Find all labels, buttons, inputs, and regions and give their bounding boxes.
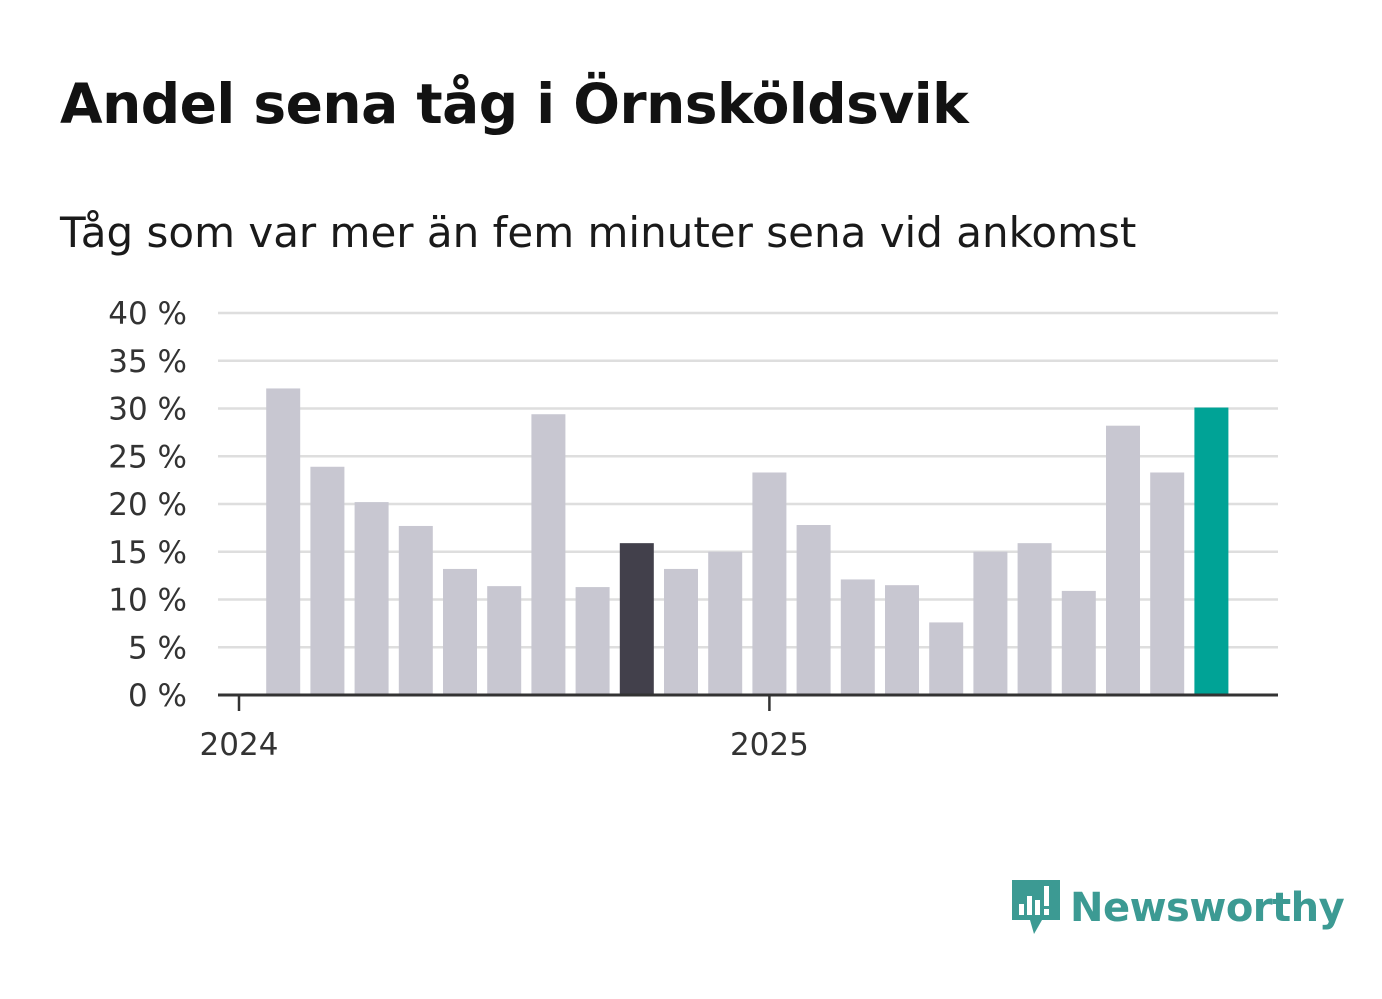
- bar-2024-07: [487, 586, 522, 695]
- y-tick-label: 20 %: [108, 487, 187, 523]
- bar-2024-02: [266, 388, 301, 695]
- bar-2025-02: [796, 525, 831, 695]
- bar-2024-05: [398, 525, 433, 695]
- gridlines: [218, 311, 1278, 649]
- bar-2024-10: [619, 543, 654, 695]
- x-tick-label: 2024: [200, 727, 279, 763]
- bar-2025-04: [885, 585, 919, 695]
- y-tick-label: 35 %: [108, 344, 187, 380]
- y-tick-label: 30 %: [108, 392, 187, 428]
- bar-2025-06: [973, 551, 1008, 695]
- bar-2024-09: [575, 587, 610, 695]
- brand-logo: Newsworthy: [1010, 878, 1345, 938]
- bar-2025-08: [1061, 590, 1096, 695]
- bar-2024-11: [664, 568, 698, 695]
- bar-2025-10: [1150, 472, 1185, 695]
- bar-2024-04: [354, 502, 389, 695]
- bar-2024-08: [531, 414, 566, 695]
- brand-name: Newsworthy: [1070, 885, 1345, 931]
- bar-2024-12: [708, 551, 743, 695]
- x-tick-label: 2025: [730, 727, 809, 763]
- bar-2024-03: [310, 466, 345, 695]
- bar-2025-03: [840, 579, 875, 695]
- bar-2025-09: [1106, 425, 1140, 695]
- bars: [266, 388, 1229, 695]
- y-tick-label: 40 %: [108, 296, 187, 332]
- y-tick-label: 0 %: [128, 678, 187, 714]
- bar-2025-11: [1194, 407, 1229, 695]
- chart-title: Andel sena tåg i Örnsköldsvik: [60, 72, 969, 136]
- y-tick-label: 15 %: [108, 535, 187, 571]
- y-tick-label: 25 %: [108, 439, 187, 475]
- newsworthy-logo-icon: [1012, 880, 1060, 934]
- bar-2024-06: [443, 568, 477, 695]
- bar-2025-07: [1017, 543, 1052, 695]
- bar-2025-01: [752, 472, 787, 695]
- chart-subtitle: Tåg som var mer än fem minuter sena vid …: [60, 208, 1137, 257]
- bar-2025-05: [929, 622, 964, 695]
- y-tick-label: 10 %: [108, 583, 187, 619]
- y-axis-labels: 0 % 5 % 10 % 15 % 20 % 25 % 30 % 35 % 40 %: [108, 296, 187, 714]
- x-axis: 2024 2025: [200, 693, 1278, 763]
- y-tick-label: 5 %: [128, 630, 187, 666]
